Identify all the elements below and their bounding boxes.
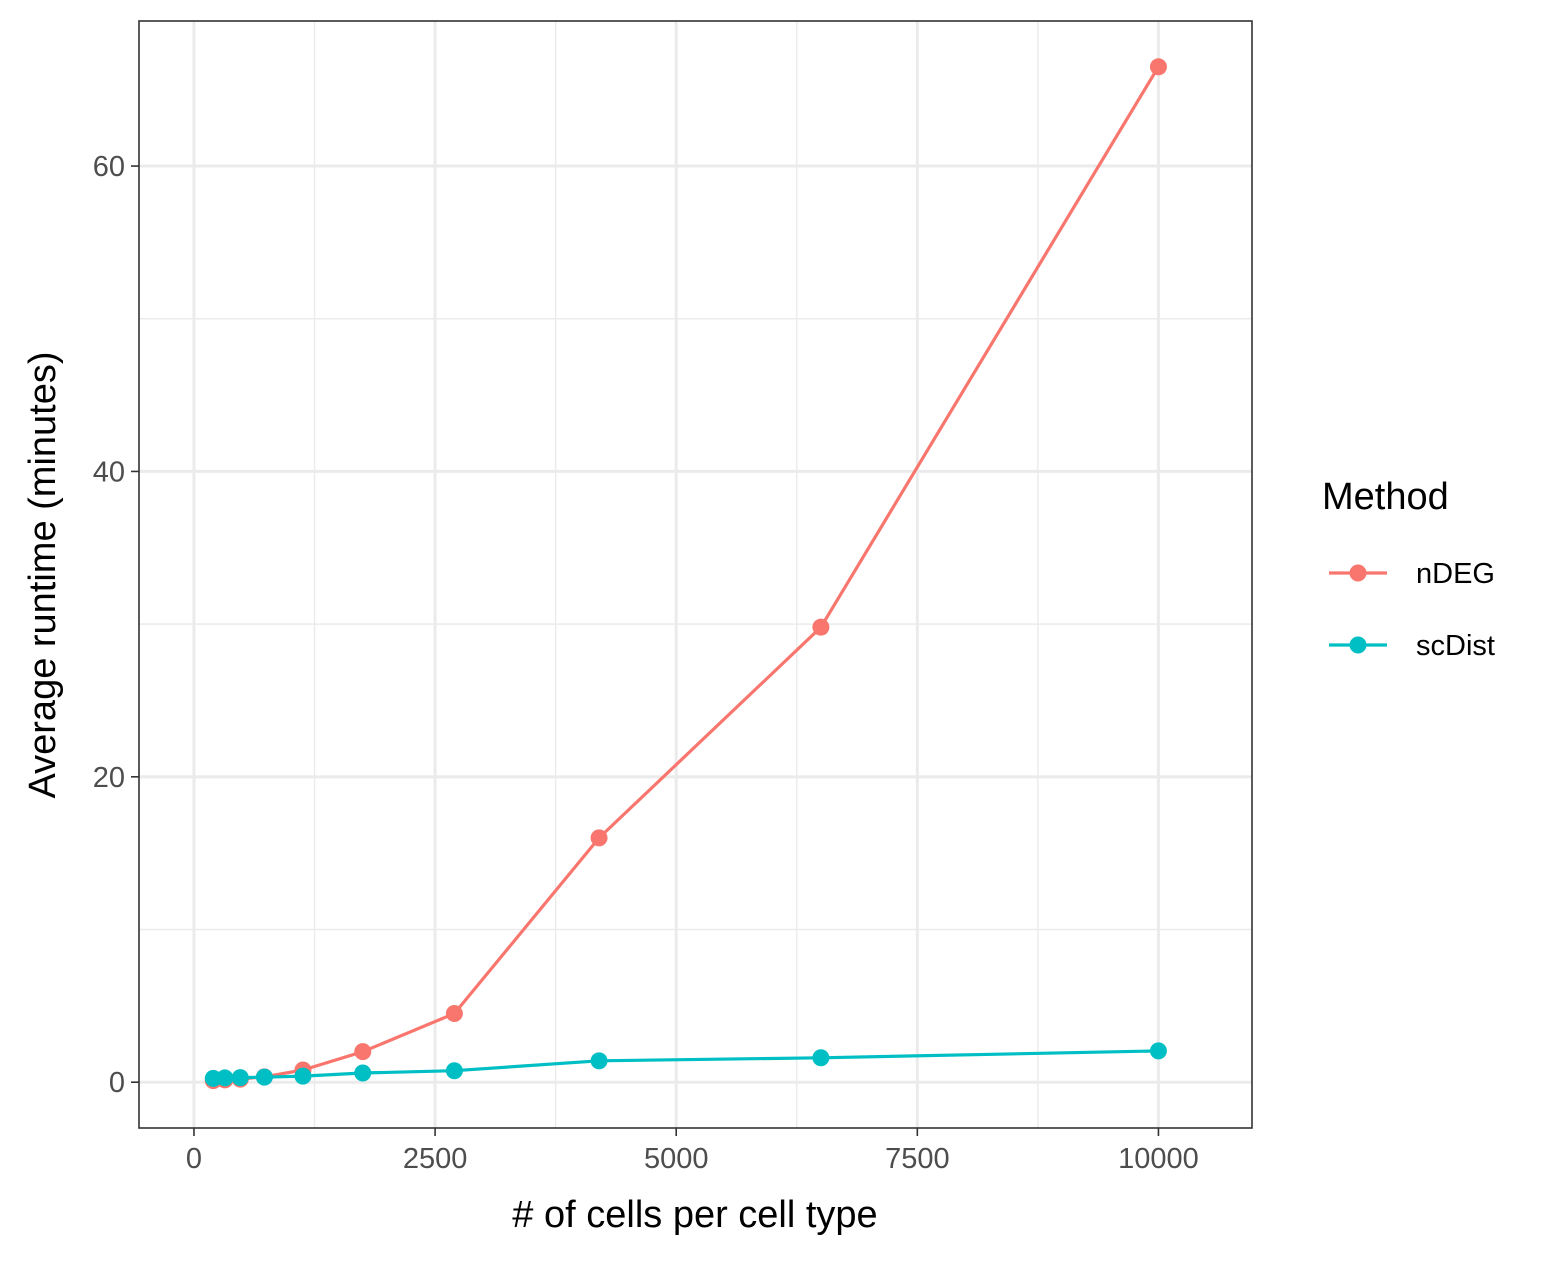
y-tick-labels: 0 20 40 60 [93, 151, 125, 1099]
data-point-scdist [354, 1064, 372, 1082]
data-point-ndeg [1149, 58, 1167, 76]
data-point-scdist [590, 1052, 608, 1070]
data-point-scdist [812, 1049, 830, 1067]
y-tick-label: 40 [93, 456, 125, 488]
plot-panel [139, 21, 1252, 1128]
x-tick-label: 7500 [885, 1143, 950, 1175]
y-tick-label: 20 [93, 762, 125, 794]
legend-label: nDEG [1416, 558, 1495, 590]
data-point-scdist [255, 1068, 273, 1086]
data-point-ndeg [354, 1043, 372, 1061]
legend-label: scDist [1416, 630, 1495, 662]
x-tick-label: 2500 [403, 1143, 468, 1175]
legend-item-ndeg: nDEG [1329, 558, 1495, 590]
x-tick-label: 5000 [644, 1143, 709, 1175]
x-tick-label: 10000 [1118, 1143, 1199, 1175]
axis-ticks [131, 165, 1160, 1136]
legend-key-point [1349, 636, 1367, 654]
minor-gridlines [139, 21, 1252, 1128]
x-axis-title: # of cells per cell type [512, 1194, 877, 1236]
data-point-scdist [445, 1062, 463, 1080]
data-point-scdist [216, 1069, 234, 1087]
series-scdist [204, 1042, 1167, 1087]
data-point-ndeg [812, 618, 830, 636]
data-point-scdist [1149, 1042, 1167, 1060]
x-tick-labels: 0 2500 5000 7500 10000 [186, 1143, 1199, 1175]
data-point-ndeg [445, 1004, 463, 1022]
major-gridlines [139, 21, 1252, 1128]
x-tick-label: 0 [186, 1143, 202, 1175]
legend: Method nDEG scDist [1322, 476, 1495, 662]
y-tick-label: 0 [109, 1067, 125, 1099]
data-point-ndeg [590, 829, 608, 847]
series-layer [204, 58, 1167, 1090]
legend-items: nDEG scDist [1329, 558, 1495, 662]
y-axis-title: Average runtime (minutes) [22, 351, 64, 798]
data-point-scdist [231, 1069, 249, 1087]
plot-border [138, 20, 1253, 1129]
legend-item-scdist: scDist [1329, 630, 1495, 662]
data-point-scdist [294, 1067, 312, 1085]
y-tick-label: 60 [93, 151, 125, 183]
legend-key-point [1349, 564, 1367, 582]
legend-title: Method [1322, 476, 1449, 518]
